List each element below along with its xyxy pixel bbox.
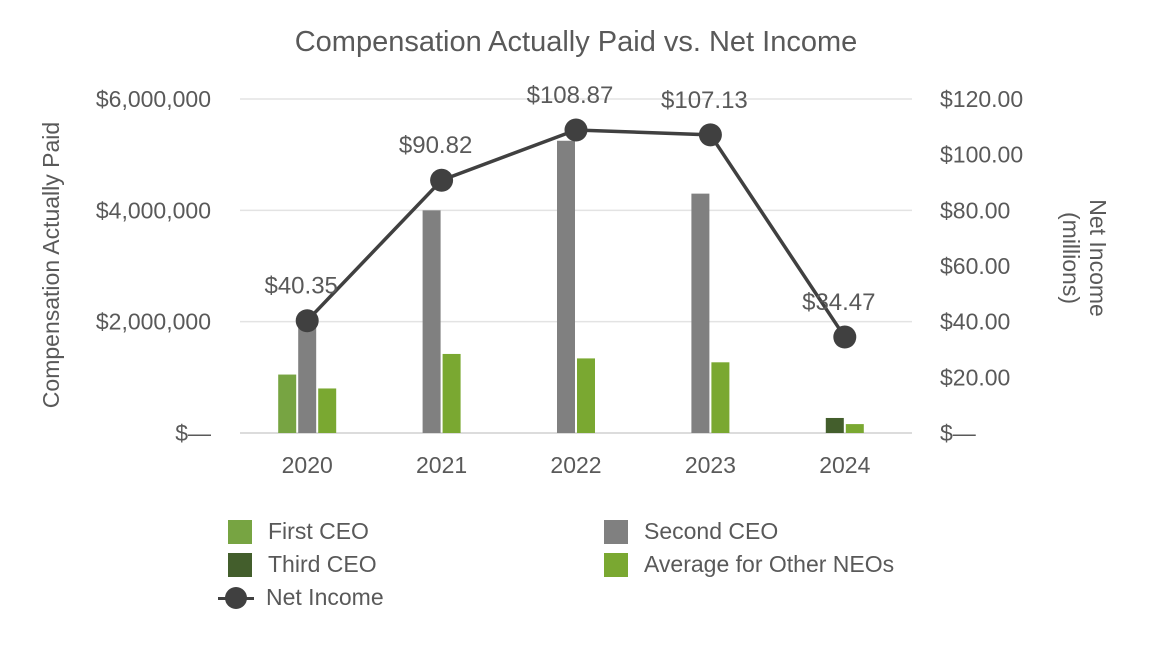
bar-average-for-other-neos-2020 (318, 388, 337, 433)
y-tick-label: $4,000,000 (96, 197, 211, 223)
legend-swatch-net-income (218, 586, 254, 610)
legend-item-other-neos: Average for Other NEOs (604, 551, 894, 578)
x-axis-ticks: 2020 2021 2022 2023 2024 (282, 452, 871, 478)
bar-second-ceo-2022 (557, 140, 575, 433)
legend-label-first-ceo: First CEO (268, 518, 369, 544)
data-label-2020: $40.35 (264, 273, 337, 300)
x-tick-label: 2023 (685, 452, 736, 478)
net-income-line (295, 118, 857, 349)
legend-item-second-ceo: Second CEO (604, 518, 778, 545)
net-income-point-2020 (295, 309, 319, 333)
net-income-point-2021 (430, 168, 454, 192)
legend-item-first-ceo: First CEO (228, 518, 369, 545)
legend-label-third-ceo: Third CEO (268, 551, 377, 577)
y-axis-label: Compensation Actually Paid (38, 122, 64, 408)
y2-tick-label: $20.00 (940, 364, 1010, 390)
net-income-path (305, 128, 847, 339)
data-label-2024: $34.47 (802, 289, 875, 316)
legend-label-second-ceo: Second CEO (644, 518, 779, 544)
y-tick-label: $2,000,000 (96, 309, 211, 335)
legend-swatch-third-ceo (228, 552, 252, 577)
y2-tick-label: $80.00 (940, 197, 1010, 223)
net-income-point-2024 (833, 325, 857, 349)
legend-swatch-other-neos (604, 552, 628, 577)
data-label-2021: $90.82 (399, 132, 472, 159)
legend-item-third-ceo: Third CEO (228, 551, 377, 578)
y2-tick-label: $60.00 (940, 253, 1010, 279)
bar-average-for-other-neos-2023 (711, 362, 730, 433)
x-tick-label: 2024 (819, 452, 870, 478)
right-axis-ticks: $— $20.00 $40.00 $60.00 $80.00 $100.00 $120.00 (940, 86, 1023, 446)
y2-axis-label-line1: Net Income (1085, 199, 1111, 317)
y-tick-label: $— (175, 420, 211, 446)
bar-average-for-other-neos-2024 (845, 424, 864, 433)
y2-axis-label-line2: (millions) (1058, 212, 1084, 304)
bar-first-ceo-2020 (278, 374, 297, 433)
legend-label-other-neos: Average for Other NEOs (644, 551, 895, 577)
bar-average-for-other-neos-2022 (577, 358, 595, 433)
bar-second-ceo-2020 (298, 321, 317, 433)
bar-second-ceo-2023 (691, 193, 710, 433)
legend-swatch-second-ceo (604, 519, 628, 544)
y2-tick-label: $— (940, 420, 976, 446)
legend-item-net-income: Net Income (218, 584, 384, 611)
legend-label-net-income: Net Income (266, 584, 384, 610)
data-label-2023: $107.13 (661, 87, 748, 114)
gridlines (240, 98, 912, 434)
y2-tick-label: $120.00 (940, 86, 1023, 112)
left-axis-ticks: $— $2,000,000 $4,000,000 $6,000,000 (96, 86, 211, 446)
data-label-2022: $108.87 (527, 82, 614, 109)
bar-second-ceo-2021 (422, 210, 441, 433)
y-tick-label: $6,000,000 (96, 86, 211, 112)
x-tick-label: 2021 (416, 452, 467, 478)
bar-average-for-other-neos-2021 (442, 353, 461, 433)
bars (278, 140, 864, 433)
bar-third-ceo-2024 (825, 417, 844, 433)
net-income-point-2022 (564, 118, 588, 142)
y2-tick-label: $100.00 (940, 142, 1023, 168)
y2-tick-label: $40.00 (940, 309, 1010, 335)
chart-title: Compensation Actually Paid vs. Net Incom… (294, 26, 858, 58)
net-income-point-2023 (698, 123, 722, 147)
legend-swatch-first-ceo (228, 519, 252, 544)
x-tick-label: 2020 (282, 452, 333, 478)
data-labels: $40.35 $90.82 $108.87 $107.13 $34.47 (264, 82, 875, 316)
x-tick-label: 2022 (550, 452, 601, 478)
